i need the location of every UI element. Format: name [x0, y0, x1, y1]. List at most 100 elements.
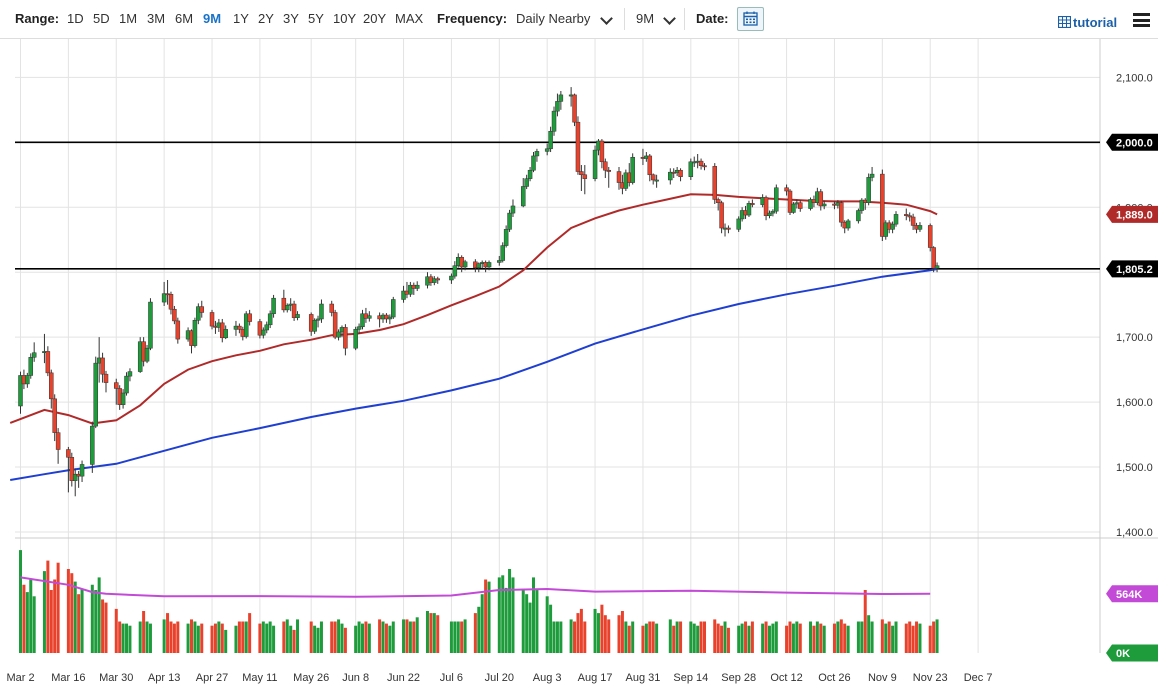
range-label: Range:	[15, 11, 60, 26]
volume-bar	[337, 619, 341, 653]
volume-group	[19, 550, 939, 653]
volume-bar	[42, 571, 46, 653]
x-tick-label: Aug 17	[578, 672, 613, 684]
x-tick-label: Mar 30	[99, 672, 133, 684]
candle-body	[763, 197, 769, 216]
volume-bar	[391, 621, 395, 653]
candle-body	[575, 121, 581, 172]
range-10y[interactable]: 10Y	[333, 11, 357, 26]
volume-bar	[193, 621, 197, 653]
level-label-2000-shape	[1106, 133, 1158, 151]
volume-bar	[220, 623, 224, 653]
range-9m[interactable]: 9M	[203, 11, 222, 26]
candle-body	[880, 173, 885, 237]
range-5y[interactable]: 5Y	[308, 11, 324, 26]
range-3m[interactable]: 3M	[147, 11, 166, 26]
candle-body	[544, 148, 550, 152]
ma-short-label-shape	[1106, 205, 1158, 223]
candle-body	[531, 155, 536, 171]
candle-body	[223, 329, 228, 339]
volume-bar	[166, 613, 170, 653]
hamburger-menu-icon[interactable]	[1133, 13, 1150, 27]
volume-bar	[234, 625, 238, 653]
candle-body	[774, 187, 779, 212]
x-tick-label: Aug 31	[626, 672, 661, 684]
range-6m[interactable]: 6M	[175, 11, 194, 26]
volume-bar	[237, 621, 241, 653]
range-5d[interactable]: 5D	[93, 11, 110, 26]
period-select[interactable]: 9M	[636, 11, 655, 26]
candle-body	[55, 432, 61, 450]
volume-bar	[169, 621, 173, 653]
volume-ma-label: 564K	[1106, 585, 1158, 603]
volume-bar	[521, 590, 525, 653]
volume-bar	[361, 623, 364, 653]
range-3y[interactable]: 3Y	[283, 11, 299, 26]
candle-body	[500, 245, 505, 261]
volume-bar	[73, 581, 77, 653]
candle-body	[599, 140, 605, 163]
candle-body	[497, 260, 502, 263]
x-tick-label: Apr 13	[148, 672, 180, 684]
volume-bar	[121, 623, 125, 653]
range-2y[interactable]: 2Y	[258, 11, 274, 26]
volume-bar	[425, 611, 429, 653]
volume-bar	[412, 621, 416, 653]
candle-body	[312, 320, 317, 332]
candle-body	[702, 165, 707, 168]
candle-body	[668, 171, 673, 181]
candle-body	[291, 303, 297, 318]
range-1m[interactable]: 1M	[119, 11, 138, 26]
candles-group	[18, 87, 940, 497]
candle-body	[175, 320, 181, 340]
volume-moving-average-line	[20, 576, 931, 598]
volume-bar	[415, 617, 419, 653]
volume-bar	[292, 629, 296, 653]
level-label-2000-text: 2,000.0	[1116, 137, 1153, 149]
volume-bar	[603, 615, 607, 653]
volume-bar	[296, 619, 300, 653]
volume-bar	[217, 621, 221, 653]
candle-body	[767, 212, 772, 216]
candle-body	[845, 220, 851, 229]
volume-bar	[364, 621, 368, 653]
x-tick-label: Jun 8	[342, 672, 369, 684]
volume-bar	[190, 619, 193, 653]
calendar-icon	[743, 11, 758, 26]
candle-body	[507, 212, 512, 230]
candle-body	[271, 297, 276, 315]
frequency-select[interactable]: Daily Nearby	[516, 11, 591, 26]
x-tick-label: Sep 14	[673, 672, 708, 684]
x-tick-label: May 11	[242, 672, 277, 684]
tutorial-link[interactable]: tutorial	[1057, 15, 1117, 30]
x-tick-label: Oct 26	[818, 672, 850, 684]
volume-bar	[66, 569, 70, 653]
volume-bar	[774, 621, 778, 653]
range-max[interactable]: MAX	[395, 11, 424, 26]
candle-body	[839, 202, 844, 223]
frequency-chevron-down-icon[interactable]	[600, 12, 613, 25]
period-chevron-down-icon[interactable]	[663, 12, 676, 25]
volume-bar	[815, 621, 819, 653]
candle-body	[869, 173, 875, 178]
range-20y[interactable]: 20Y	[363, 11, 387, 26]
range-1d[interactable]: 1D	[67, 11, 84, 26]
volume-bar	[456, 621, 460, 653]
range-1y[interactable]: 1Y	[233, 11, 249, 26]
candle-body	[281, 297, 287, 311]
candle-body	[866, 177, 871, 203]
candle-body	[432, 278, 437, 283]
level-label-1805-text: 1,805.2	[1116, 264, 1153, 276]
volume-bar	[771, 623, 775, 653]
candle-body	[435, 278, 440, 281]
volume-bar	[511, 577, 515, 653]
volume-bar	[145, 621, 149, 653]
volume-bar	[429, 613, 433, 653]
volume-bar	[90, 584, 94, 653]
candle-body	[257, 321, 263, 336]
volume-bar	[593, 608, 597, 653]
candle-body	[72, 473, 78, 481]
candle-body	[688, 161, 694, 177]
price-chart[interactable]: Mar 2 Mar 16 Mar 30 Apr 13 Apr 27 May 11 May 2…	[0, 39, 1158, 693]
date-picker-button[interactable]	[737, 7, 764, 31]
